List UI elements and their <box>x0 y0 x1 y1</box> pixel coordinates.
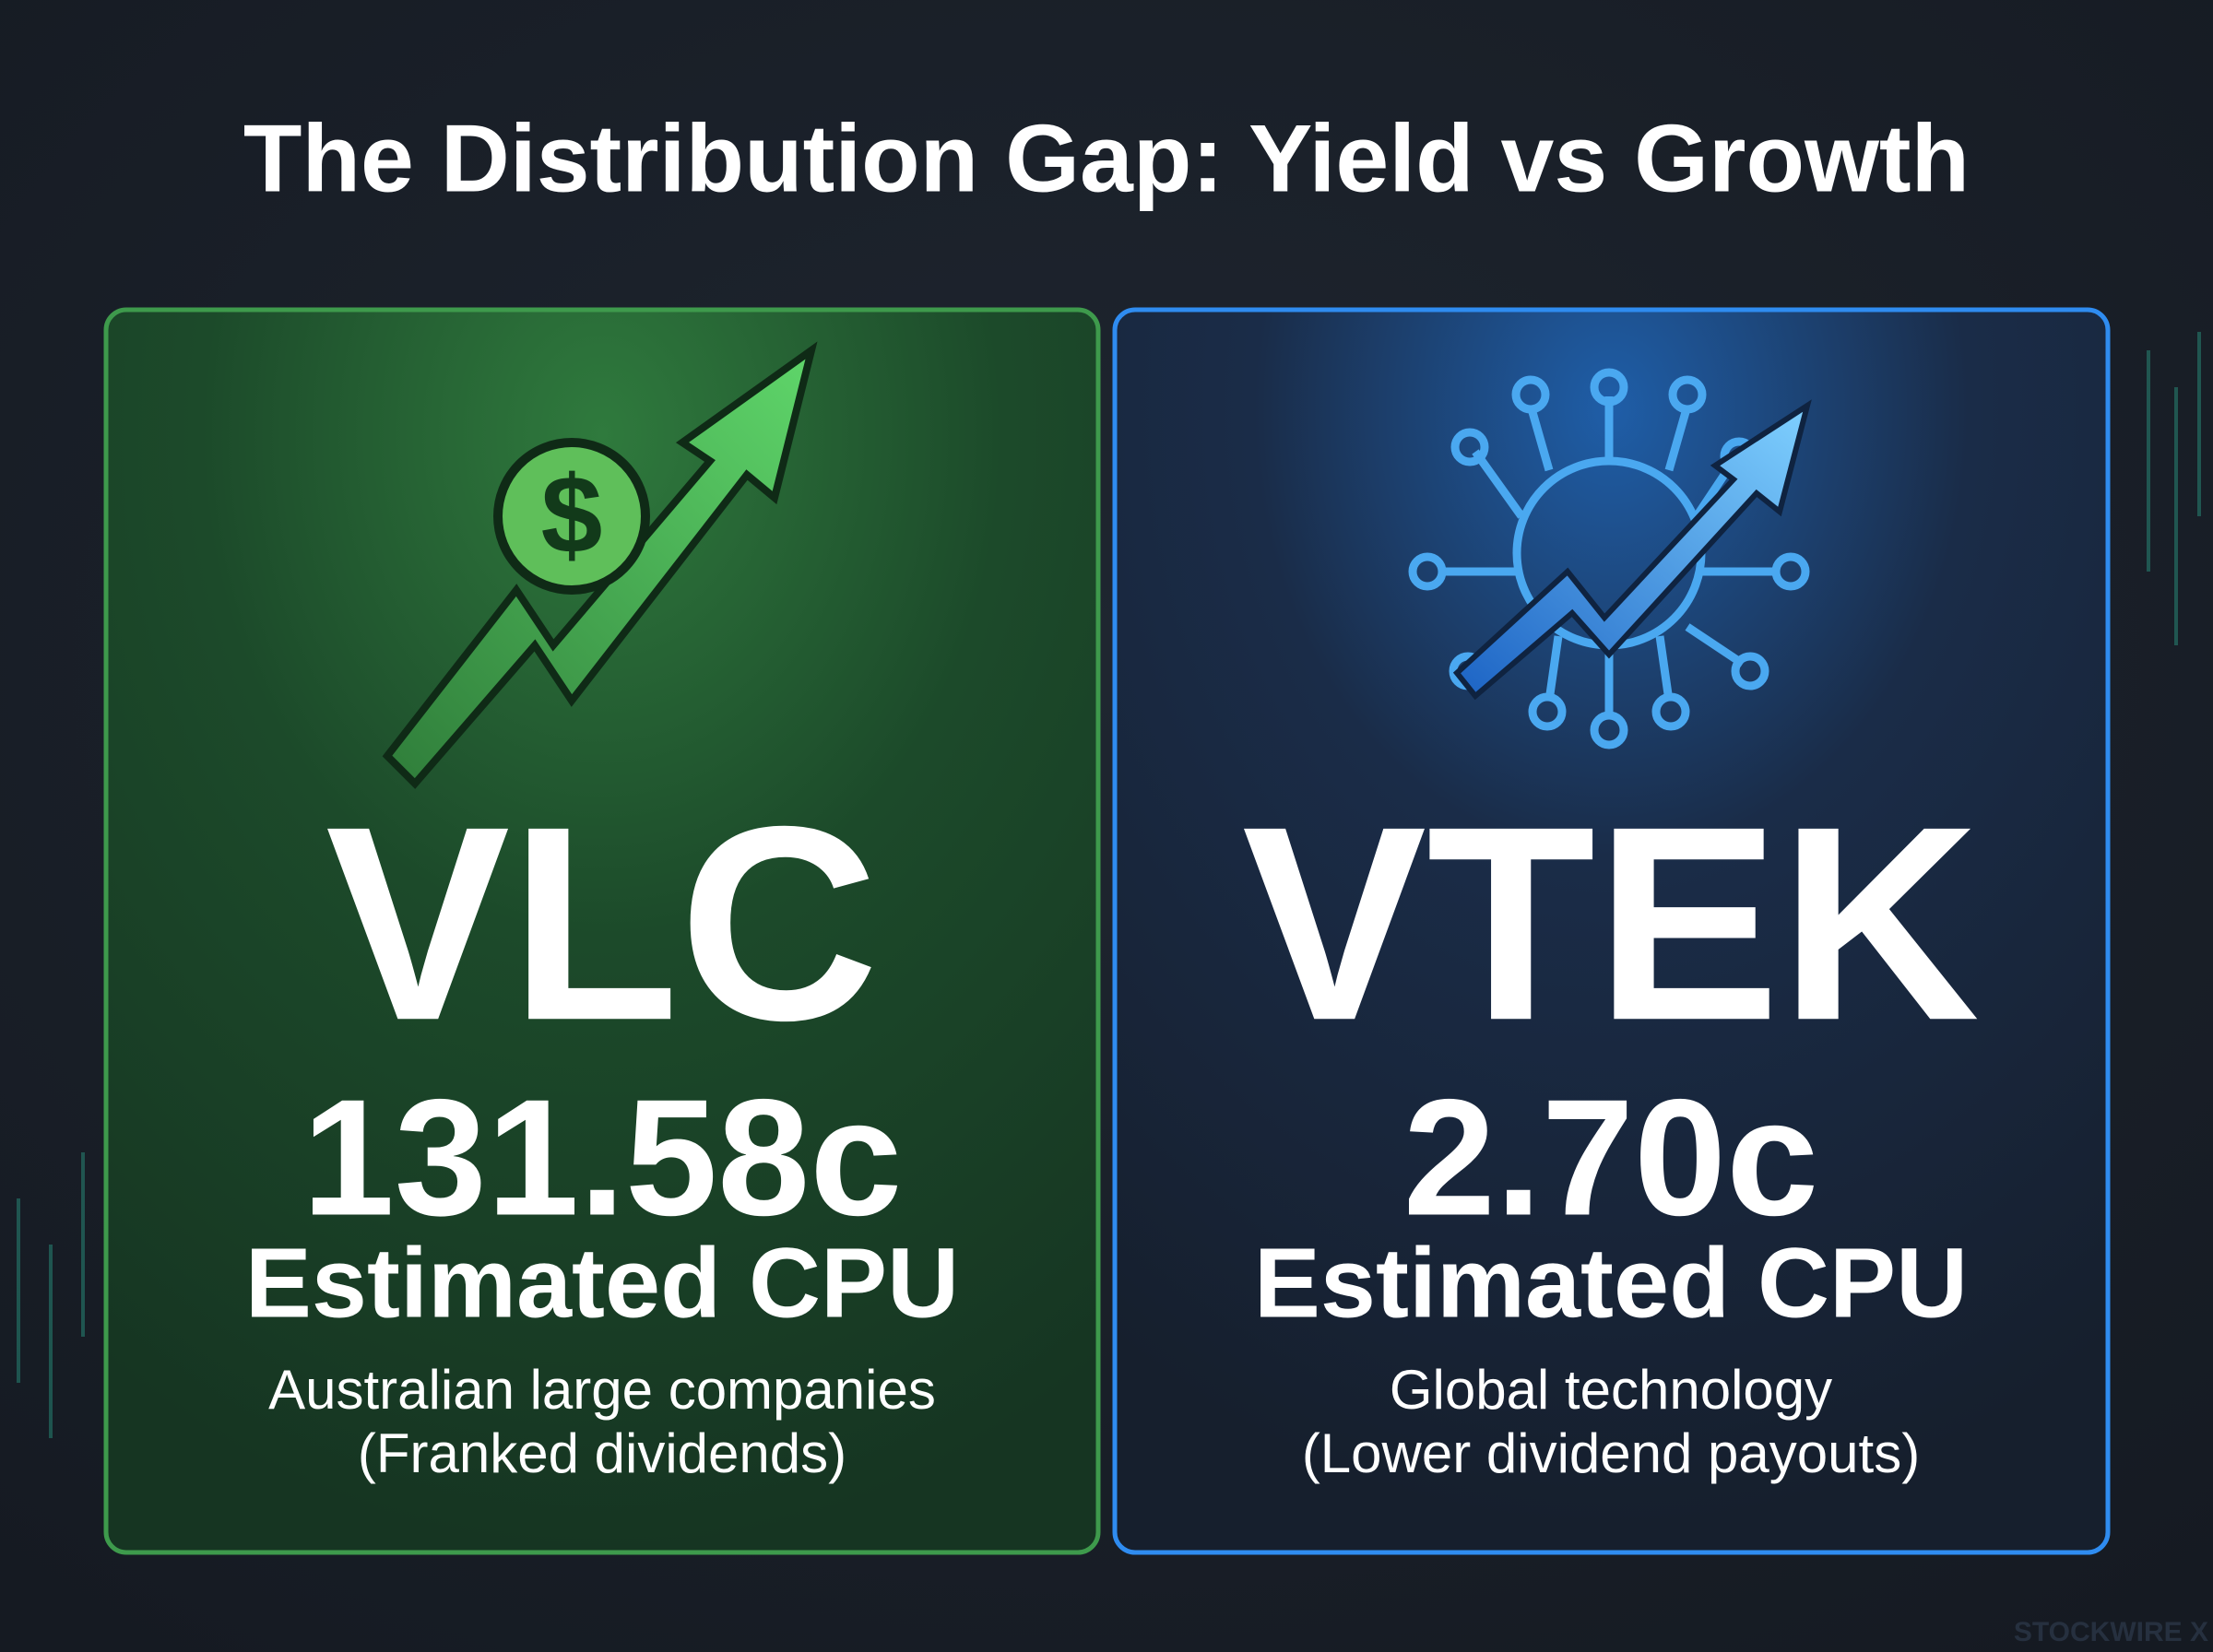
description: Global technology <box>1390 1359 1832 1421</box>
watermark: STOCKWIRE X <box>2014 1617 2208 1647</box>
label: Estimated CPU <box>1254 1227 1968 1339</box>
description: (Lower dividend payouts) <box>1302 1422 1920 1484</box>
description: Australian large companies <box>268 1359 936 1421</box>
background-candles <box>17 332 2201 1438</box>
value: 2.70c <box>1403 1066 1818 1251</box>
ticker: VTEK <box>1242 768 1980 1078</box>
dollar-arrow-icon: $ <box>382 341 818 789</box>
description: (Franked dividends) <box>358 1422 846 1484</box>
value: 131.58c <box>302 1066 903 1251</box>
card-vlc <box>103 307 1101 1555</box>
card-vtek <box>1112 307 2111 1555</box>
title: The Distribution Gap: Yield vs Growth <box>243 105 1970 212</box>
svg-text:$: $ <box>541 454 603 577</box>
label: Estimated CPU <box>245 1227 959 1339</box>
ticker: VLC <box>325 768 879 1078</box>
circuit-arrow-icon <box>1408 368 1812 749</box>
